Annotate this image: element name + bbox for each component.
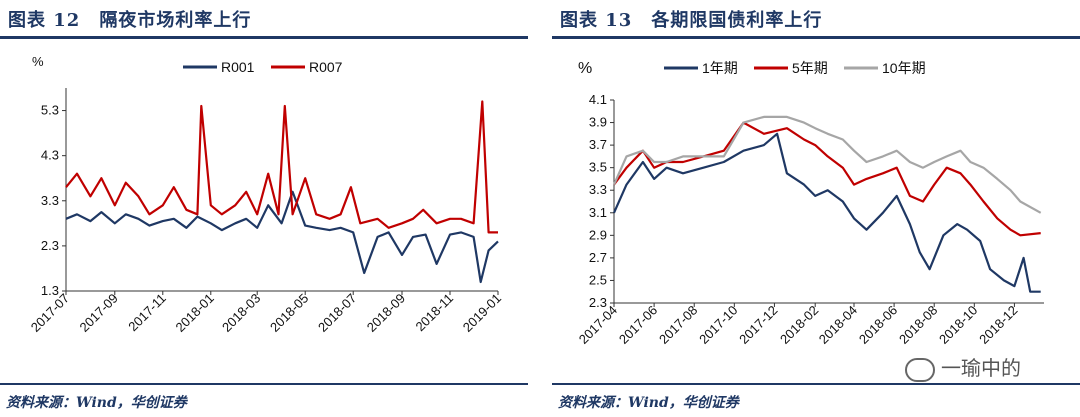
x-tick-label: 2018-07 bbox=[315, 291, 359, 335]
legend-label: 1年期 bbox=[702, 60, 738, 76]
series-line-R001 bbox=[65, 190, 499, 284]
y-tick-label: 2.5 bbox=[589, 272, 607, 287]
right-chart-title: 图表 13 各期限国债利率上行 bbox=[560, 10, 823, 31]
left-title-rule bbox=[0, 36, 528, 39]
y-tick-label: 3.1 bbox=[589, 205, 607, 220]
y-tick-label: 2.7 bbox=[589, 250, 607, 265]
right-chart-panel: 图表 13 各期限国债利率上行 % 4.1 3.9 3.7 3.5 3.3 3.1 2.9 2.… bbox=[552, 0, 1080, 417]
watermark: 一瑜中的 bbox=[905, 352, 1021, 382]
series-line-1年期 bbox=[612, 132, 1041, 293]
y-axis-unit: % bbox=[32, 54, 44, 69]
x-tick-label: 2018-09 bbox=[364, 291, 408, 335]
wechat-icon bbox=[905, 357, 935, 382]
legend-label: 5年期 bbox=[792, 60, 828, 76]
x-tick-label: 2018-05 bbox=[267, 291, 311, 335]
y-tick-label: 3.7 bbox=[589, 137, 607, 152]
x-tick-label: 2017-12 bbox=[736, 303, 780, 347]
x-tick-label: 2017-08 bbox=[656, 303, 700, 347]
y-tick-label: 3.9 bbox=[589, 115, 607, 130]
series-line-10年期 bbox=[612, 115, 1042, 214]
x-tick-label: 2017-10 bbox=[696, 303, 740, 347]
series-line-R007 bbox=[65, 100, 498, 234]
x-tick-label: 2018-10 bbox=[936, 303, 980, 347]
right-title-rule bbox=[552, 36, 1080, 39]
x-tick-label: 2018-01 bbox=[173, 291, 217, 335]
y-axis-unit: % bbox=[578, 60, 592, 77]
x-tick-label: 2018-11 bbox=[412, 291, 456, 335]
x-tick-label: 2018-04 bbox=[816, 303, 860, 347]
legend-label: 10年期 bbox=[882, 60, 926, 76]
x-tick-label: 2017-11 bbox=[125, 291, 169, 335]
x-tick-label: 2018-12 bbox=[976, 303, 1020, 347]
legend-label: R001 bbox=[221, 59, 255, 75]
x-tick-label: 2018-08 bbox=[896, 303, 940, 347]
watermark-text: 一瑜中的 bbox=[941, 356, 1021, 380]
x-tick-label: 2017-06 bbox=[616, 303, 660, 347]
y-tick-label: 5.3 bbox=[41, 103, 59, 118]
x-tick-label: 2018-02 bbox=[777, 303, 821, 347]
y-tick-label: 4.1 bbox=[589, 92, 607, 107]
legend-label: R007 bbox=[309, 59, 343, 75]
right-bottom-rule bbox=[552, 383, 1080, 385]
y-tick-label: 3.5 bbox=[589, 160, 607, 175]
x-tick-label: 2019-01 bbox=[460, 291, 504, 335]
x-tick-label: 2017-09 bbox=[77, 291, 121, 335]
y-tick-label: 3.3 bbox=[41, 193, 59, 208]
left-chart-panel: 图表 12 隔夜市场利率上行 % 5.3 4.3 3.3 2.3 1.3 2017-07 20… bbox=[0, 0, 528, 417]
x-tick-label: 2018-03 bbox=[219, 291, 263, 335]
y-tick-label: 4.3 bbox=[41, 148, 59, 163]
right-source-note: 资料来源：Wind，华创证券 bbox=[558, 395, 739, 411]
y-tick-label: 3.3 bbox=[589, 182, 607, 197]
left-bottom-rule bbox=[0, 383, 528, 385]
x-tick-label: 2018-06 bbox=[856, 303, 900, 347]
y-tick-label: 2.3 bbox=[41, 238, 59, 253]
y-tick-label: 2.9 bbox=[589, 227, 607, 242]
series-line-5年期 bbox=[613, 121, 1041, 237]
y-tick-label: 2.3 bbox=[589, 295, 607, 310]
y-tick-label: 1.3 bbox=[41, 283, 59, 298]
left-chart-title: 图表 12 隔夜市场利率上行 bbox=[8, 10, 252, 31]
right-line-chart: %4.13.93.73.53.33.12.92.72.52.32017-0420… bbox=[576, 60, 1044, 347]
left-source-note: 资料来源：Wind，华创证券 bbox=[6, 395, 187, 411]
